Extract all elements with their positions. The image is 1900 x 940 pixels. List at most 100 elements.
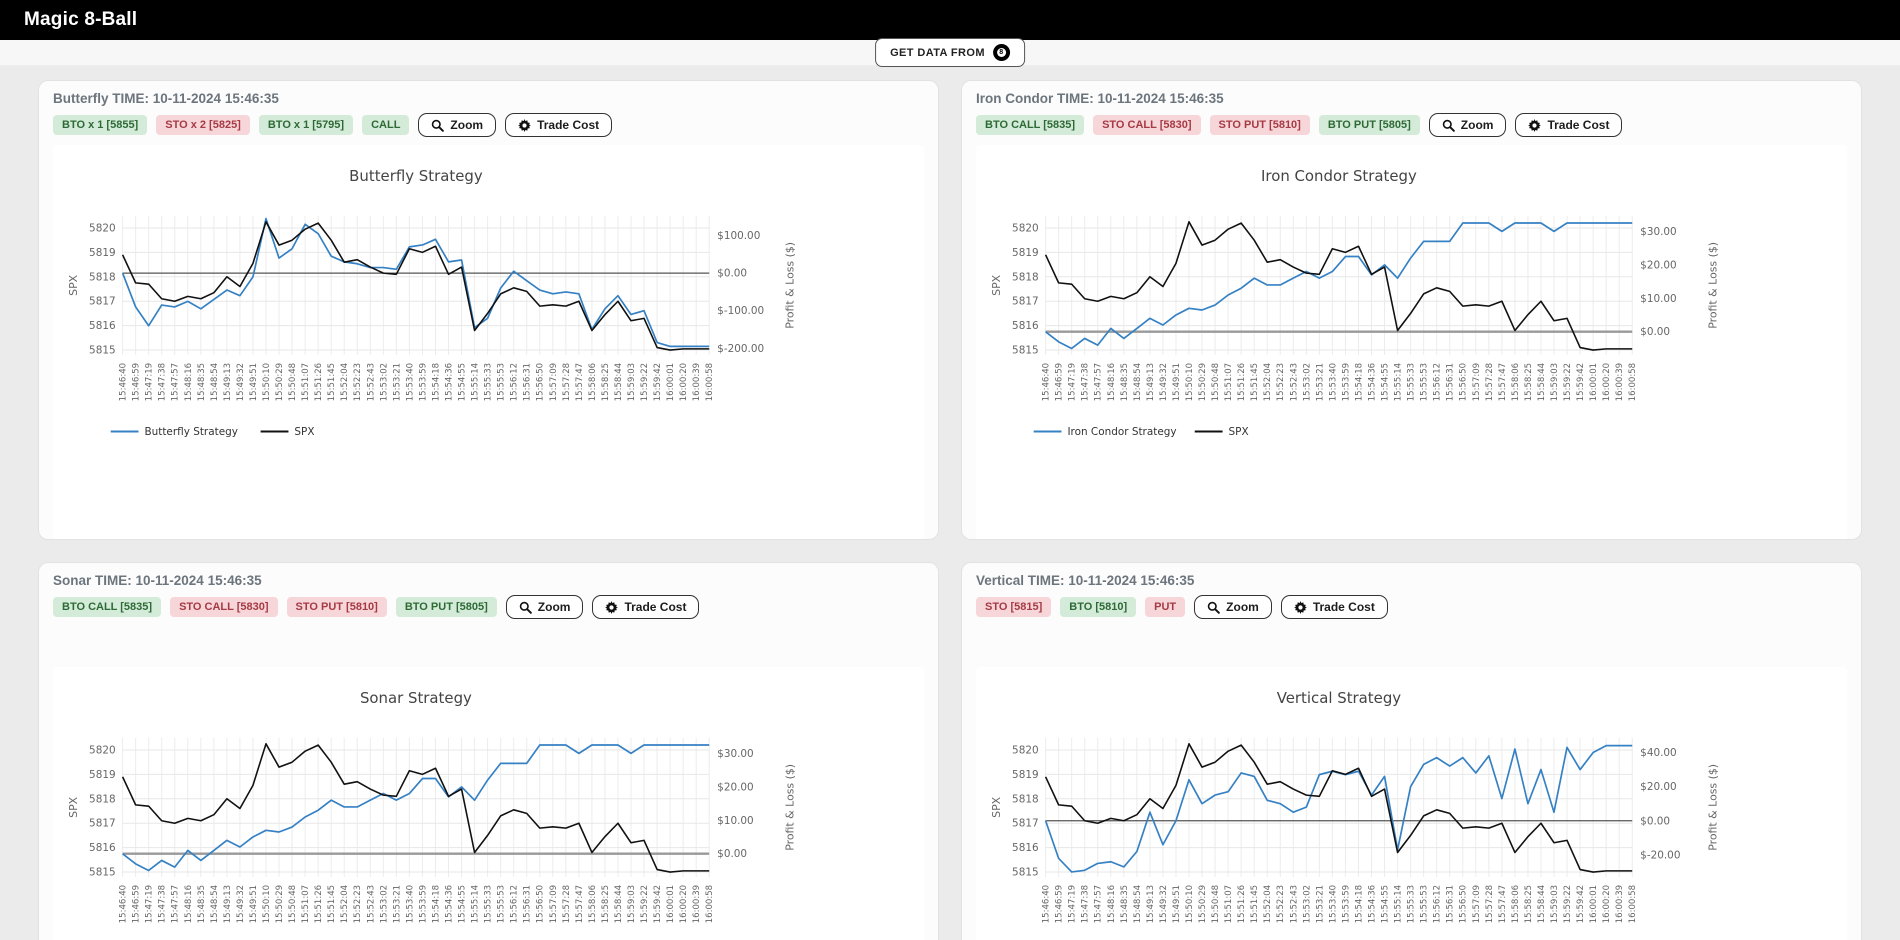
svg-text:15:47:19: 15:47:19 (1068, 885, 1078, 923)
trade-cost-button[interactable]: Trade Cost (592, 595, 700, 619)
svg-text:16:00:58: 16:00:58 (705, 885, 715, 923)
svg-text:15:52:23: 15:52:23 (1276, 885, 1286, 923)
svg-text:15:53:59: 15:53:59 (418, 363, 428, 401)
svg-text:15:49:13: 15:49:13 (1146, 885, 1156, 923)
svg-text:15:54:36: 15:54:36 (1367, 885, 1377, 923)
svg-text:Profit & Loss ($): Profit & Loss ($) (1707, 242, 1720, 329)
svg-text:5817: 5817 (89, 296, 116, 308)
svg-text:15:50:48: 15:50:48 (288, 363, 298, 401)
svg-text:15:59:22: 15:59:22 (1563, 363, 1573, 401)
svg-text:15:53:59: 15:53:59 (418, 885, 428, 923)
svg-text:15:49:32: 15:49:32 (1159, 885, 1169, 923)
svg-text:15:57:28: 15:57:28 (1485, 885, 1495, 923)
svg-text:16:00:01: 16:00:01 (666, 363, 676, 401)
panel-title: Butterfly (53, 91, 113, 106)
svg-text:$20.00: $20.00 (1640, 781, 1677, 793)
svg-text:5818: 5818 (89, 271, 116, 283)
svg-text:15:54:18: 15:54:18 (1354, 885, 1364, 923)
svg-text:15:52:43: 15:52:43 (366, 363, 376, 401)
svg-text:Sonar Strategy: Sonar Strategy (360, 689, 472, 707)
svg-text:15:48:16: 15:48:16 (1107, 363, 1117, 401)
panel-title: Sonar (53, 573, 96, 588)
svg-text:15:58:25: 15:58:25 (601, 363, 611, 401)
trade-cost-button[interactable]: Trade Cost (505, 113, 613, 137)
svg-text:15:53:21: 15:53:21 (1315, 363, 1325, 401)
svg-text:15:49:51: 15:49:51 (249, 885, 259, 923)
svg-text:SPX: SPX (294, 426, 314, 438)
svg-text:15:56:50: 15:56:50 (536, 885, 546, 923)
svg-text:15:59:22: 15:59:22 (640, 885, 650, 923)
zoom-button[interactable]: Zoom (418, 113, 497, 137)
trade-leg-badge: BTO PUT [5805] (1318, 115, 1420, 135)
svg-text:15:58:44: 15:58:44 (614, 885, 624, 923)
svg-text:15:58:25: 15:58:25 (601, 885, 611, 923)
svg-text:Vertical Strategy: Vertical Strategy (1277, 689, 1402, 707)
svg-text:15:51:26: 15:51:26 (1237, 885, 1247, 923)
app-title: Magic 8-Ball (24, 9, 138, 30)
svg-text:15:54:18: 15:54:18 (1354, 363, 1364, 401)
svg-text:15:50:29: 15:50:29 (275, 885, 285, 923)
trade-leg-badge: CALL (362, 115, 410, 135)
get-data-button[interactable]: GET DATA FROM 8 (875, 38, 1025, 67)
svg-text:16:00:39: 16:00:39 (692, 363, 702, 401)
svg-text:SPX: SPX (67, 796, 80, 818)
svg-text:15:51:45: 15:51:45 (1250, 363, 1260, 401)
svg-text:15:51:07: 15:51:07 (301, 363, 311, 401)
svg-text:15:55:14: 15:55:14 (1394, 363, 1404, 401)
zoom-button[interactable]: Zoom (505, 595, 584, 619)
svg-text:5820: 5820 (1012, 744, 1039, 756)
svg-text:5817: 5817 (1012, 296, 1039, 308)
svg-text:$0.00: $0.00 (1640, 326, 1670, 338)
svg-text:15:49:51: 15:49:51 (249, 363, 259, 401)
svg-text:15:51:26: 15:51:26 (314, 363, 324, 401)
eight-ball-icon: 8 (992, 44, 1010, 61)
svg-text:5819: 5819 (1012, 769, 1039, 781)
magnifier-icon (519, 601, 532, 614)
svg-text:5820: 5820 (89, 222, 116, 234)
svg-text:15:58:44: 15:58:44 (1537, 363, 1547, 401)
svg-text:15:46:40: 15:46:40 (1042, 885, 1052, 923)
svg-text:5820: 5820 (89, 744, 116, 756)
svg-text:SPX: SPX (990, 274, 1003, 296)
svg-text:15:48:54: 15:48:54 (1133, 885, 1143, 923)
svg-text:15:48:35: 15:48:35 (1120, 885, 1130, 923)
svg-text:15:49:32: 15:49:32 (236, 885, 246, 923)
svg-text:5819: 5819 (89, 769, 116, 781)
svg-text:15:47:57: 15:47:57 (171, 885, 181, 923)
svg-text:5819: 5819 (89, 247, 116, 259)
svg-text:15:48:54: 15:48:54 (210, 363, 220, 401)
svg-text:5817: 5817 (89, 818, 116, 830)
svg-text:15:53:21: 15:53:21 (392, 885, 402, 923)
chart-container: Vertical Strategy 5815 5816 5817 5818 5819 582… (976, 667, 1847, 940)
svg-text:5815: 5815 (89, 345, 116, 357)
badge-row: BTO CALL [5835] STO CALL [5830] STO PUT [5… (976, 113, 1847, 137)
svg-text:5815: 5815 (1012, 345, 1039, 357)
svg-text:15:52:43: 15:52:43 (366, 885, 376, 923)
svg-text:16:00:01: 16:00:01 (1589, 885, 1599, 923)
svg-text:15:52:04: 15:52:04 (1263, 885, 1273, 923)
svg-text:15:58:06: 15:58:06 (1511, 363, 1521, 401)
trade-cost-button[interactable]: Trade Cost (1280, 595, 1388, 619)
svg-text:$-200.00: $-200.00 (717, 343, 764, 355)
svg-text:15:55:33: 15:55:33 (1407, 363, 1417, 401)
svg-text:15:47:57: 15:47:57 (1094, 885, 1104, 923)
svg-text:15:46:59: 15:46:59 (132, 363, 142, 401)
gear-icon (1528, 118, 1542, 132)
trade-cost-button[interactable]: Trade Cost (1515, 113, 1623, 137)
svg-text:15:55:14: 15:55:14 (1394, 885, 1404, 923)
panel-sonar: Sonar TIME: 10-11-2024 15:46:35 BTO CALL… (38, 562, 939, 940)
svg-text:15:55:53: 15:55:53 (1420, 885, 1430, 923)
svg-text:15:52:04: 15:52:04 (340, 885, 350, 923)
panel-vertical: Vertical TIME: 10-11-2024 15:46:35 STO [… (961, 562, 1862, 940)
svg-text:15:55:33: 15:55:33 (484, 885, 494, 923)
svg-text:5818: 5818 (89, 793, 116, 805)
svg-text:15:48:54: 15:48:54 (210, 885, 220, 923)
panel-time: TIME: 10-11-2024 15:46:35 (95, 573, 262, 588)
svg-text:15:49:51: 15:49:51 (1172, 363, 1182, 401)
svg-text:15:48:35: 15:48:35 (197, 363, 207, 401)
panel-title: Iron Condor (976, 91, 1057, 106)
zoom-button[interactable]: Zoom (1194, 595, 1272, 619)
zoom-button[interactable]: Zoom (1428, 113, 1507, 137)
svg-text:15:51:26: 15:51:26 (1237, 363, 1247, 401)
trade-leg-badge: BTO [5810] (1060, 597, 1137, 617)
